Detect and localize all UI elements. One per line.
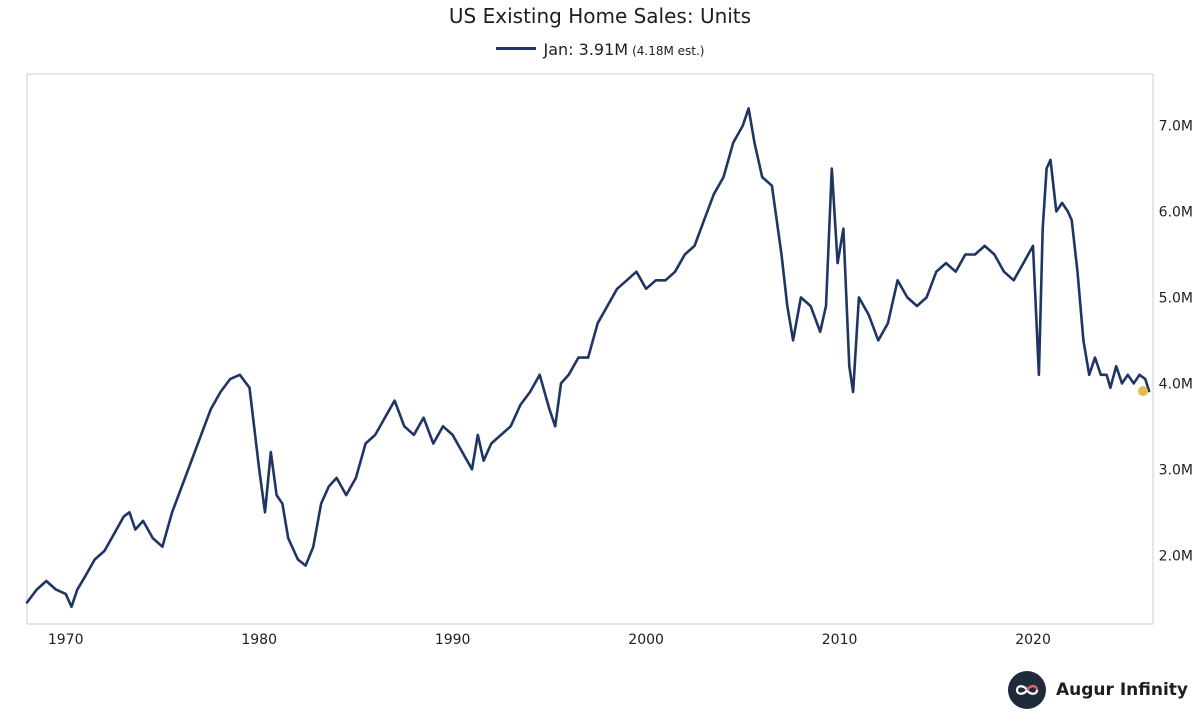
brand: Augur Infinity	[1008, 671, 1188, 709]
x-tick-label: 1980	[241, 632, 277, 648]
plot-frame	[26, 73, 1154, 625]
x-tick-label: 2020	[1015, 632, 1051, 648]
y-tick-label: 7.0M	[1159, 119, 1193, 135]
x-tick-label: 1970	[48, 632, 84, 648]
infinity-logo-icon	[1008, 671, 1046, 709]
brand-name: Augur Infinity	[1056, 680, 1188, 700]
y-axis: 2.0M 3.0M 4.0M 5.0M 6.0M 7.0M	[1159, 119, 1193, 565]
legend-swatch	[495, 47, 536, 50]
x-tick-label: 2000	[628, 632, 664, 648]
y-tick-label: 6.0M	[1159, 205, 1193, 221]
x-axis: 1970 1980 1990 2000 2010 2020	[48, 632, 1051, 648]
y-tick-label: 4.0M	[1159, 376, 1193, 392]
y-tick-label: 5.0M	[1159, 290, 1193, 306]
x-tick-label: 1990	[435, 632, 471, 648]
latest-value-marker	[1138, 386, 1149, 397]
legend-note: (4.18M est.)	[632, 44, 705, 58]
chart-legend: Jan: 3.91M (4.18M est.)	[0, 40, 1200, 59]
legend-label: Jan: 3.91M	[543, 40, 629, 59]
y-tick-label: 2.0M	[1159, 548, 1193, 564]
series-line-existing-home-sales	[25, 107, 1151, 609]
y-tick-label: 3.0M	[1159, 462, 1193, 478]
x-tick-label: 2010	[822, 632, 858, 648]
chart-title: US Existing Home Sales: Units	[448, 4, 752, 28]
